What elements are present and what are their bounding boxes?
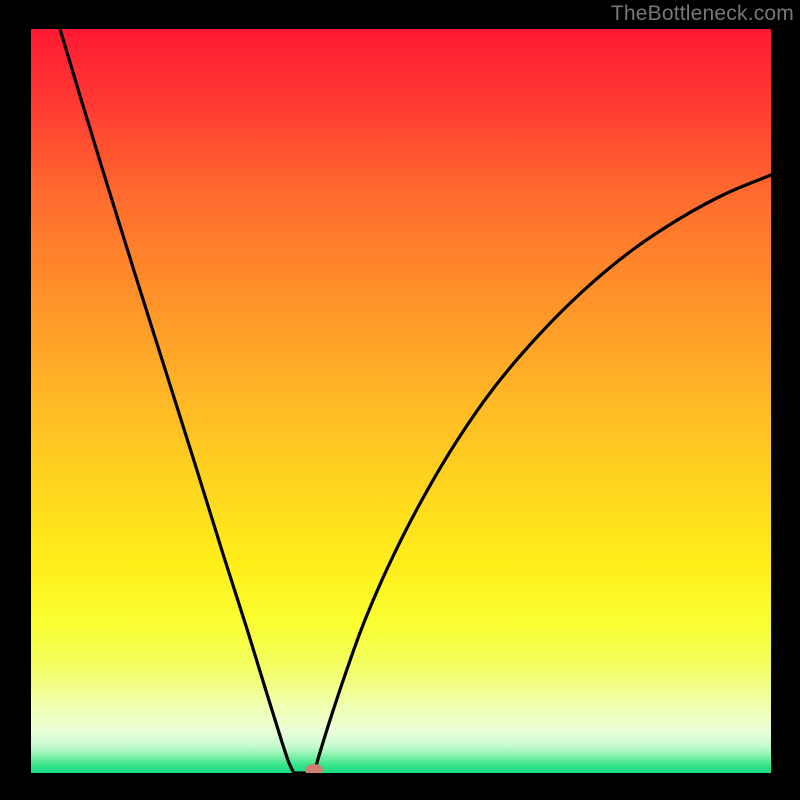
gradient-background bbox=[31, 29, 771, 773]
plot-area bbox=[31, 29, 771, 773]
chart-svg bbox=[31, 29, 771, 773]
watermark-text: TheBottleneck.com bbox=[611, 2, 794, 26]
chart-frame: TheBottleneck.com bbox=[0, 0, 800, 800]
